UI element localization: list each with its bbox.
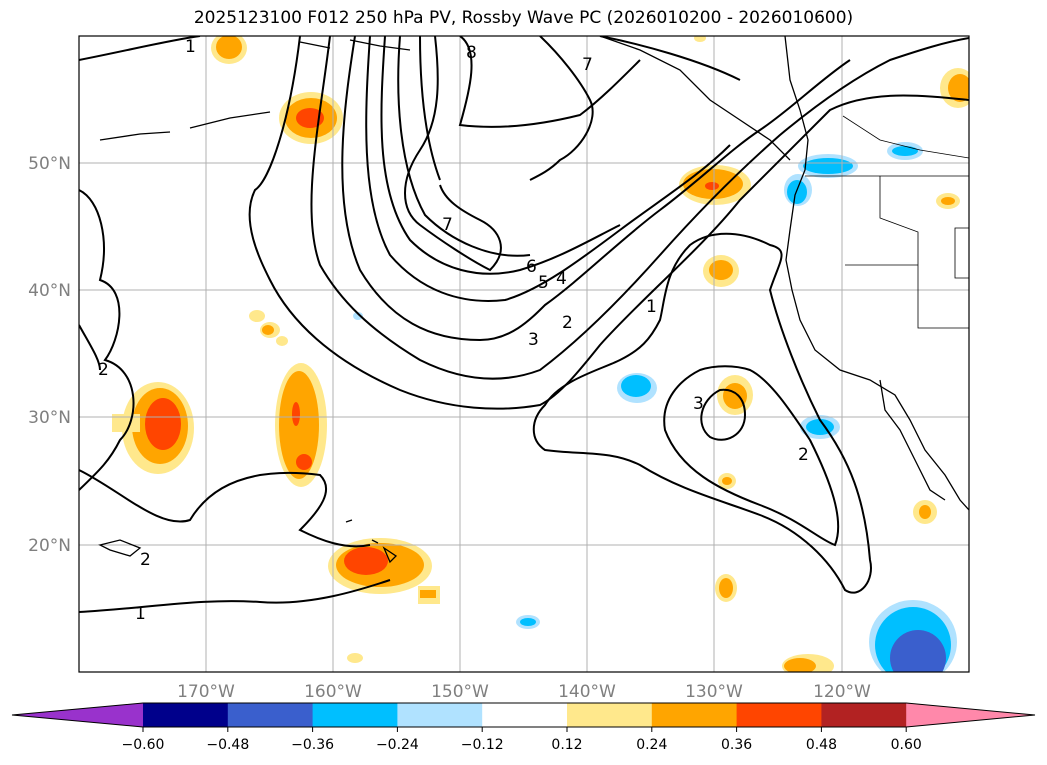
- lat-label-50: 50°N: [28, 154, 71, 174]
- svg-text:8: 8: [466, 43, 477, 63]
- map-frame: [78, 35, 970, 673]
- colorbar-segment: [482, 703, 568, 727]
- pv-shading-negative: [353, 142, 957, 672]
- graticule: [79, 36, 969, 672]
- colorbar-segment: [736, 703, 822, 727]
- colorbar-segment: [227, 703, 314, 727]
- svg-text:2: 2: [98, 360, 109, 380]
- colorbar-tick-label: 0.12: [551, 737, 582, 753]
- colorbar-tick-label: −0.12: [461, 737, 504, 753]
- lat-label-30: 30°N: [28, 408, 71, 428]
- svg-text:7: 7: [442, 215, 453, 235]
- colorbar-tick-label: −0.60: [122, 737, 165, 753]
- colorbar-segment: [312, 703, 398, 727]
- svg-text:1: 1: [646, 297, 657, 317]
- lon-label-170w: 170°W: [177, 682, 235, 702]
- svg-text:1: 1: [185, 37, 196, 57]
- colorbar-tick-label: −0.48: [206, 737, 249, 753]
- lon-label-140w: 140°W: [558, 682, 616, 702]
- svg-text:4: 4: [556, 269, 567, 289]
- svg-text:5: 5: [538, 273, 549, 293]
- svg-text:7: 7: [582, 55, 593, 75]
- colorbar-segment: [567, 703, 653, 727]
- svg-text:6: 6: [526, 257, 537, 277]
- svg-text:1: 1: [135, 604, 146, 624]
- lon-label-160w: 160°W: [304, 682, 362, 702]
- colorbar-segment: [143, 703, 229, 727]
- pv-shading: [112, 36, 969, 672]
- colorbar-tick-label: −0.36: [291, 737, 334, 753]
- colorbar-extend-low: [12, 703, 143, 727]
- colorbar-tick-label: 0.36: [721, 737, 752, 753]
- colorbar-tick-label: 0.24: [636, 737, 667, 753]
- svg-text:3: 3: [693, 394, 704, 414]
- lon-label-150w: 150°W: [431, 682, 489, 702]
- pv-contours: [79, 36, 969, 613]
- lon-label-120w: 120°W: [813, 682, 871, 702]
- svg-text:3: 3: [528, 330, 539, 350]
- lat-label-40: 40°N: [28, 281, 71, 301]
- colorbar-tick-label: 0.60: [891, 737, 922, 753]
- svg-text:2: 2: [798, 445, 809, 465]
- colorbar-segment: [821, 703, 907, 727]
- contour-2-west: [79, 189, 135, 491]
- map-plot-area: 1 7 8 7 6 5 4 3 2 1 3 2 2 1 2: [79, 36, 969, 672]
- colorbar-extend-high: [906, 703, 1035, 727]
- lon-label-130w: 130°W: [685, 682, 743, 702]
- colorbar-segment: [397, 703, 483, 727]
- lat-label-20: 20°N: [28, 536, 71, 556]
- borders: [805, 115, 969, 329]
- colorbar-tick-label: 0.48: [806, 737, 837, 753]
- colorbar: −0.60 −0.48 −0.36 −0.24 −0.12 0.12 0.24 0.36 0.4…: [11, 702, 1036, 753]
- contour-labels: 1 7 8 7 6 5 4 3 2 1 3 2 2 1 2: [98, 37, 809, 624]
- contour-2-trough: [248, 36, 969, 410]
- map-title: 2025123100 F012 250 hPa PV, Rossby Wave …: [193, 8, 854, 28]
- svg-text:2: 2: [140, 550, 151, 570]
- shade-red: [296, 108, 324, 128]
- colorbar-segment: [651, 703, 738, 727]
- coastlines: [98, 36, 969, 564]
- svg-text:2: 2: [562, 313, 573, 333]
- colorbar-tick-label: −0.24: [376, 737, 419, 753]
- lon-axis-labels: 170°W 160°W 150°W 140°W 130°W 120°W: [177, 682, 871, 702]
- lat-axis-labels: 50°N 40°N 30°N 20°N: [28, 154, 71, 556]
